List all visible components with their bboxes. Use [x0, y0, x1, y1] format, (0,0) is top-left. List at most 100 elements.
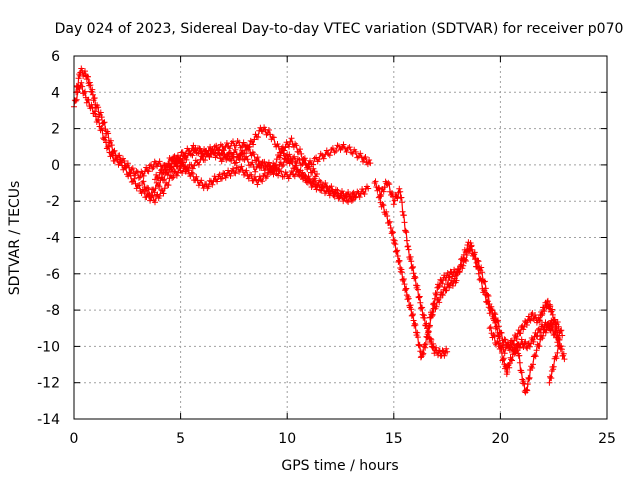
data-point: [500, 356, 507, 363]
data-point: [463, 248, 470, 255]
data-point: [361, 155, 368, 162]
data-point: [433, 344, 440, 351]
data-point: [332, 148, 339, 154]
data-point: [513, 336, 520, 342]
data-point: [191, 162, 198, 169]
data-point: [182, 168, 189, 175]
data-point: [514, 341, 521, 348]
data-point: [298, 150, 305, 157]
data-point: [403, 229, 410, 236]
data-point: [108, 142, 115, 149]
data-point: [265, 159, 272, 166]
data-point: [145, 168, 152, 175]
data-point: [198, 148, 205, 155]
data-point: [329, 145, 336, 152]
x-tick-label: 20: [491, 431, 509, 447]
data-point: [345, 199, 352, 205]
data-point: [552, 323, 559, 330]
data-point: [254, 181, 261, 188]
data-point: [515, 327, 522, 334]
data-point: [504, 369, 511, 375]
y-tick-label: 6: [51, 49, 60, 65]
data-point: [291, 173, 298, 180]
data-point: [393, 248, 400, 255]
data-point: [247, 137, 254, 144]
x-tick-label: 0: [70, 431, 79, 447]
data-point: [289, 158, 296, 165]
data-point: [326, 152, 333, 159]
data-point: [328, 183, 335, 190]
data-point: [410, 270, 417, 277]
x-tick-label: 10: [278, 431, 296, 447]
data-point: [278, 168, 285, 175]
data-point: [280, 161, 287, 168]
data-point: [482, 285, 489, 292]
y-tick-label: -4: [46, 231, 60, 247]
data-point: [192, 144, 199, 151]
series-pass-h: [486, 297, 564, 386]
data-point: [421, 315, 428, 321]
data-point: [124, 160, 131, 167]
data-point: [506, 364, 513, 371]
data-point: [222, 174, 229, 181]
data-point: [156, 183, 163, 190]
tick-labels: 0 5 10 15 20 25 -14 -12 -10 -8 -6 -4 -2 0 2 4 6: [37, 49, 616, 447]
data-point: [431, 350, 438, 357]
data-point: [306, 163, 313, 170]
data-point: [547, 375, 554, 381]
data-point: [335, 195, 342, 202]
data-point: [422, 344, 429, 351]
data-point: [428, 336, 435, 343]
data-point: [354, 188, 361, 195]
data-point: [495, 332, 502, 339]
data-point: [160, 190, 167, 197]
data-point: [314, 171, 320, 177]
x-tick-label: 5: [176, 431, 185, 447]
data-point: [73, 96, 80, 103]
data-point: [322, 180, 329, 186]
data-point: [277, 152, 284, 159]
data-point: [264, 163, 271, 170]
data-point: [442, 277, 449, 284]
data-point: [403, 237, 410, 244]
data-point: [291, 153, 298, 160]
data-point: [427, 335, 434, 342]
data-point: [410, 317, 417, 324]
data-point: [145, 185, 152, 192]
data-point: [420, 350, 427, 357]
data-point: [216, 171, 223, 178]
data-point: [397, 188, 404, 195]
data-point: [508, 356, 515, 363]
data-point: [547, 303, 554, 310]
data-point: [161, 176, 168, 183]
data-point: [248, 172, 255, 178]
data-point: [135, 174, 142, 181]
data-point: [346, 193, 353, 200]
data-point: [306, 175, 313, 182]
data-point: [75, 83, 81, 89]
data-point: [372, 178, 379, 185]
data-point: [226, 145, 233, 152]
data-point: [209, 181, 216, 188]
data-point: [385, 219, 392, 226]
data-point: [555, 342, 562, 349]
data-point: [92, 108, 98, 115]
data-point: [357, 150, 364, 157]
data-point: [486, 325, 493, 332]
y-tick-label: 0: [51, 158, 60, 174]
data-point: [464, 242, 471, 248]
data-point: [176, 157, 183, 164]
data-point: [550, 318, 557, 325]
data-point: [105, 143, 112, 150]
data-point: [398, 266, 405, 273]
data-point: [556, 336, 563, 343]
data-point: [441, 352, 448, 359]
data-point: [156, 192, 163, 199]
data-point: [422, 341, 429, 347]
data-point: [275, 172, 282, 179]
plot-frame: [73, 55, 608, 420]
data-point: [561, 356, 568, 363]
data-point: [530, 338, 537, 345]
data-point: [234, 153, 241, 160]
data-point: [544, 297, 551, 304]
